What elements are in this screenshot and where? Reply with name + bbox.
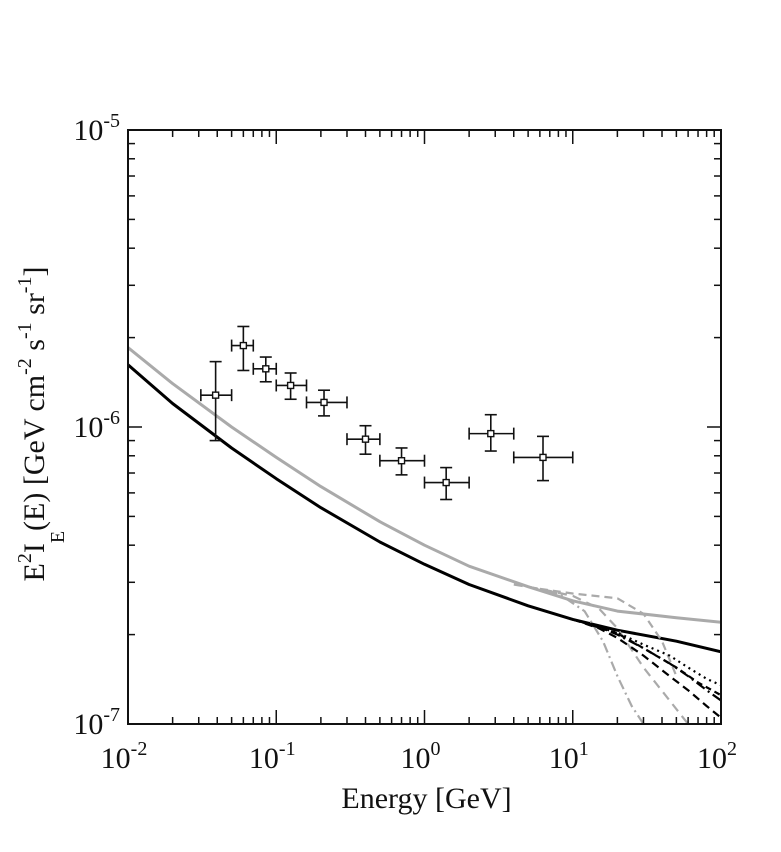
data-point: [305, 389, 348, 417]
y-label-superscript: -2: [14, 358, 36, 375]
data-point: [230, 325, 255, 372]
x-tick-label-exponent: 1: [579, 738, 589, 760]
series-line-2: [128, 363, 721, 654]
series-line-1: [128, 346, 721, 624]
data-point-marker: [239, 341, 248, 350]
data-point-marker: [539, 453, 547, 462]
y-tick-label: 10-7: [73, 704, 120, 741]
data-point: [423, 466, 470, 501]
y-tick-label-base: 10: [73, 114, 103, 147]
y-label-superscript: -1: [14, 277, 36, 294]
data-point: [252, 356, 278, 383]
x-axis-label: Energy [GeV]: [341, 782, 511, 815]
y-label-text: s: [18, 339, 51, 358]
curves-layer: [128, 346, 721, 724]
y-label-superscript: 2: [14, 553, 36, 563]
data-points-layer: [200, 325, 574, 501]
plot-frame: [127, 129, 722, 725]
y-label-text: I: [18, 543, 51, 553]
x-tick-label: 100: [401, 738, 441, 775]
x-tick-label: 102: [697, 738, 737, 775]
y-label-text: ]: [18, 267, 51, 277]
x-tick-label-base: 10: [697, 742, 727, 775]
y-label-text: E: [18, 563, 51, 581]
data-point-marker: [361, 435, 370, 443]
data-point: [200, 360, 233, 442]
series-line-5: [539, 587, 678, 677]
y-label-subscript: E: [47, 531, 69, 543]
x-tick-label: 101: [549, 738, 589, 775]
x-tick-label-base: 10: [549, 742, 579, 775]
x-tick-label: 10-2: [101, 738, 148, 775]
x-tick-label-base: 10: [101, 742, 131, 775]
data-point: [468, 413, 515, 452]
y-tick-label: 10-6: [73, 407, 120, 444]
series-line-9: [572, 618, 721, 697]
data-point: [346, 424, 381, 455]
x-tick-label-exponent: -1: [279, 738, 296, 760]
data-point: [512, 435, 574, 482]
y-axis-label: E2IE(E) [GeV cm-2 s-1 sr-1]: [14, 267, 69, 582]
data-point-marker: [320, 398, 328, 407]
data-point-marker: [487, 429, 495, 438]
x-tick-label-base: 10: [249, 742, 279, 775]
y-label-superscript: -1: [14, 322, 36, 339]
data-point: [379, 447, 426, 476]
series-line-6: [572, 618, 721, 719]
y-tick-label: 10-5: [73, 110, 120, 147]
data-point-marker: [262, 365, 270, 373]
series-line-7: [572, 618, 721, 702]
y-label-text: sr: [18, 293, 51, 322]
x-tick-label-exponent: 0: [431, 738, 441, 760]
y-tick-label-base: 10: [73, 411, 103, 444]
y-tick-label-exponent: -6: [103, 407, 120, 429]
y-label-text: (E) [GeV cm: [18, 375, 51, 531]
series-line-8: [572, 618, 721, 687]
data-point-marker: [211, 391, 220, 399]
x-tick-label-exponent: -2: [131, 738, 148, 760]
x-tick-label-exponent: 2: [727, 738, 737, 760]
y-tick-label-base: 10: [73, 708, 103, 741]
data-point-marker: [397, 457, 406, 465]
x-tick-label-base: 10: [401, 742, 431, 775]
data-point-marker: [286, 381, 295, 390]
y-tick-label-exponent: -7: [103, 704, 120, 726]
series-line-4: [527, 585, 645, 724]
data-point: [275, 372, 308, 401]
data-point-marker: [442, 478, 450, 487]
y-tick-label-exponent: -5: [103, 110, 120, 132]
x-tick-label: 10-1: [249, 738, 296, 775]
axis-ticks-layer: [127, 130, 721, 725]
